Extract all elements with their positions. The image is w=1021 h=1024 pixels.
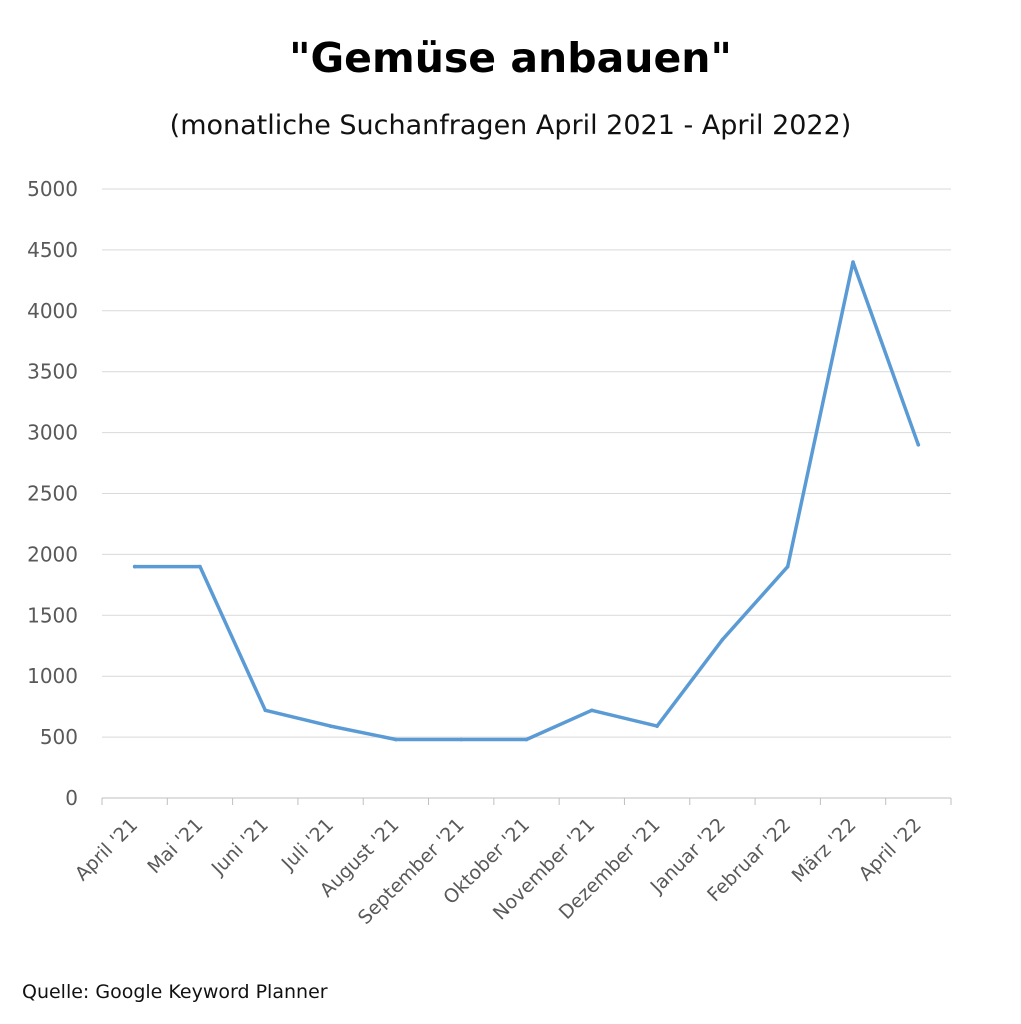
y-tick-label: 4000: [27, 299, 78, 323]
series-group: [132, 260, 921, 742]
data-point: [328, 724, 333, 728]
x-tick-label: März '22: [788, 814, 861, 887]
data-point: [851, 260, 855, 264]
y-tick-label: 5000: [27, 177, 78, 201]
y-tick-label: 2500: [27, 482, 78, 506]
x-tick-label: April '22: [855, 814, 926, 885]
data-point: [655, 724, 659, 728]
data-point: [198, 564, 202, 569]
y-axis-ticks: 0 500 1000 1500 2000 2500 3000 3500 4000 4500 5000: [27, 177, 78, 810]
data-point: [394, 737, 398, 742]
y-tick-label: 0: [65, 786, 78, 810]
series-line: [132, 260, 921, 742]
x-tick-label: Mai '21: [143, 814, 207, 878]
data-point: [720, 637, 725, 642]
data-point: [524, 737, 529, 742]
data-point: [785, 564, 790, 569]
source-note: Quelle: Google Keyword Planner: [22, 981, 328, 1003]
y-tick-label: 4500: [27, 238, 78, 262]
y-tick-label: 3000: [27, 421, 78, 445]
chart-subtitle: (monatliche Suchanfragen April 2021 - Ap…: [169, 110, 852, 141]
data-point: [132, 564, 137, 569]
y-tick-label: 1000: [27, 664, 78, 688]
data-point: [263, 708, 268, 713]
y-tick-label: 500: [40, 725, 78, 749]
x-tick-label: Juli '21: [277, 814, 338, 875]
data-point: [459, 737, 463, 742]
data-point: [590, 708, 594, 713]
y-tick-label: 3500: [27, 360, 78, 384]
x-tick-label: Juni '21: [207, 814, 273, 880]
gridlines: [102, 188, 951, 738]
chart-title: "Gemüse anbauen": [289, 34, 732, 82]
y-tick-label: 2000: [27, 542, 78, 566]
data-point: [916, 442, 921, 447]
x-tick-label: April '21: [71, 814, 142, 885]
y-tick-label: 1500: [27, 603, 78, 627]
